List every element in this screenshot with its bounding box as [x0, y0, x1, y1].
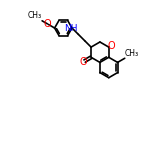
Text: O: O: [107, 41, 115, 51]
Text: O: O: [80, 57, 88, 67]
Text: CH₃: CH₃: [125, 49, 139, 58]
Text: CH₃: CH₃: [28, 11, 42, 20]
Text: O: O: [44, 18, 52, 28]
Text: NH: NH: [64, 24, 77, 33]
